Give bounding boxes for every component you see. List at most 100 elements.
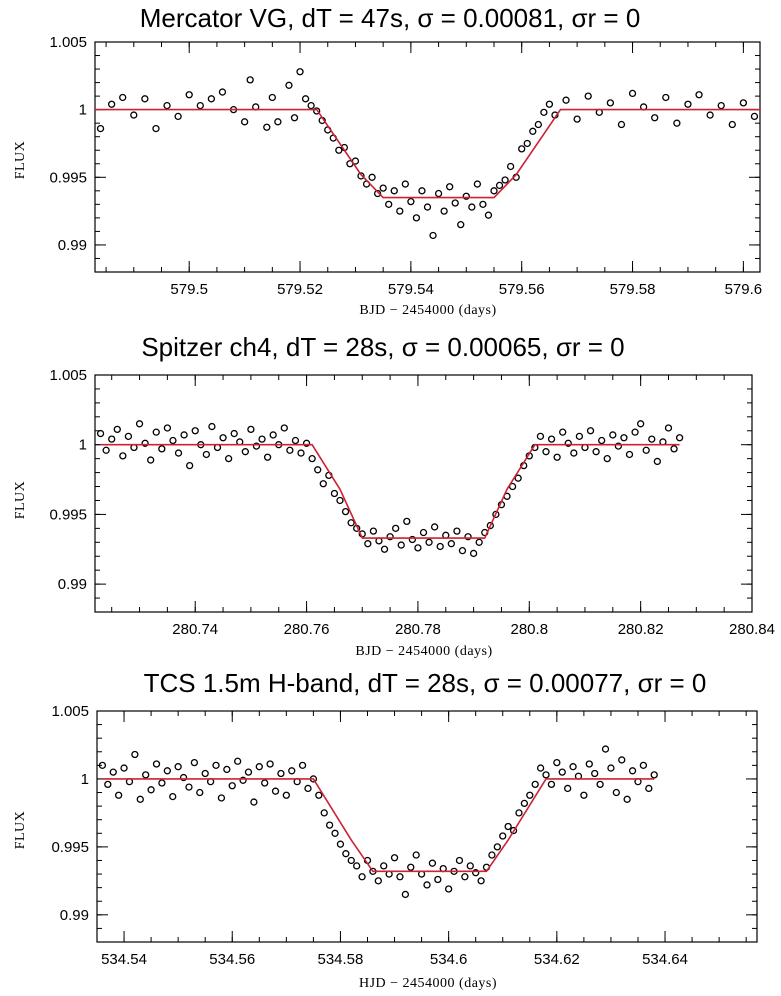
y-tick-label: 0.99 — [58, 237, 87, 254]
data-point — [308, 454, 316, 463]
data-point — [628, 767, 637, 775]
data-point — [385, 200, 393, 209]
data-point — [174, 763, 182, 771]
data-point — [120, 764, 128, 772]
y-axis-label: FLUX — [13, 811, 28, 850]
data-point — [419, 528, 428, 537]
data-point — [662, 93, 670, 102]
data-point — [584, 92, 592, 100]
data-point — [114, 791, 123, 799]
data-point — [307, 101, 315, 110]
data-point — [518, 145, 526, 153]
data-point — [374, 877, 382, 885]
data-point — [515, 809, 523, 817]
y-tick-label: 1.005 — [49, 367, 87, 384]
data-point — [174, 449, 183, 457]
data-point — [509, 826, 518, 835]
data-point — [514, 474, 522, 482]
x-tick-label: 579.5 — [170, 281, 208, 298]
data-point — [603, 454, 611, 463]
data-point — [642, 446, 650, 454]
data-point — [217, 794, 226, 802]
data-point — [364, 540, 372, 548]
data-point — [472, 869, 480, 877]
data-point — [631, 428, 639, 436]
data-point — [368, 173, 376, 181]
data-point — [612, 788, 620, 797]
data-point — [526, 791, 534, 799]
y-tick-label: 1 — [79, 437, 87, 454]
data-point — [269, 431, 277, 439]
data-point — [158, 445, 166, 453]
panel-title: Mercator VG, dT = 47s, σ = 0.00081, σr =… — [140, 3, 641, 33]
data-point — [477, 877, 485, 885]
x-tick-label: 534.58 — [317, 951, 363, 968]
data-points — [96, 420, 684, 558]
data-point — [353, 862, 361, 870]
data-point — [434, 875, 442, 884]
data-points — [96, 68, 759, 240]
data-point — [239, 776, 247, 784]
data-point — [98, 761, 107, 770]
data-point — [241, 448, 249, 456]
y-axis-label: FLUX — [13, 481, 28, 520]
data-point — [224, 454, 233, 463]
data-point — [277, 769, 285, 778]
data-point — [347, 519, 355, 527]
data-point — [562, 96, 570, 104]
data-point — [645, 784, 653, 793]
data-point — [401, 180, 409, 188]
x-axis-label: BJD − 2454000 (days) — [359, 303, 496, 318]
data-point — [592, 448, 600, 456]
data-point — [169, 436, 177, 445]
data-point — [304, 784, 312, 793]
data-point — [301, 95, 310, 103]
data-points — [98, 745, 658, 899]
data-point — [628, 89, 637, 98]
data-point — [591, 769, 599, 778]
y-tick-label: 0.99 — [58, 576, 87, 593]
data-point — [124, 432, 133, 440]
data-point — [191, 427, 199, 435]
data-point — [286, 446, 294, 454]
data-point — [190, 758, 199, 767]
data-point — [414, 544, 422, 552]
data-point — [255, 763, 263, 771]
y-tick-label: 1 — [81, 771, 89, 788]
data-point — [609, 431, 617, 439]
data-point — [274, 118, 282, 126]
x-tick-label: 534.56 — [209, 951, 255, 968]
data-point — [141, 439, 149, 447]
data-point — [250, 798, 258, 806]
data-point — [479, 200, 487, 209]
data-point — [320, 809, 328, 817]
data-point — [174, 112, 182, 121]
data-point — [425, 538, 433, 546]
x-tick-label: 280.74 — [172, 621, 218, 638]
data-point — [218, 88, 227, 96]
data-point — [202, 450, 211, 459]
data-point — [397, 541, 405, 549]
data-point — [401, 890, 410, 899]
data-point — [179, 773, 188, 782]
data-point — [244, 768, 253, 776]
data-point — [531, 780, 539, 789]
data-point — [412, 214, 421, 222]
data-point — [342, 850, 350, 858]
data-point — [302, 439, 311, 447]
data-point — [601, 745, 610, 753]
data-point — [96, 429, 105, 438]
data-point — [469, 549, 478, 558]
data-point — [623, 795, 631, 803]
data-point — [639, 761, 648, 770]
data-point — [130, 111, 138, 119]
data-point — [271, 787, 280, 795]
data-point — [455, 856, 464, 865]
data-point — [131, 750, 139, 759]
data-point — [335, 146, 343, 154]
data-point — [119, 452, 127, 460]
data-point — [152, 760, 161, 768]
data-point — [553, 758, 561, 767]
data-point — [336, 840, 345, 848]
